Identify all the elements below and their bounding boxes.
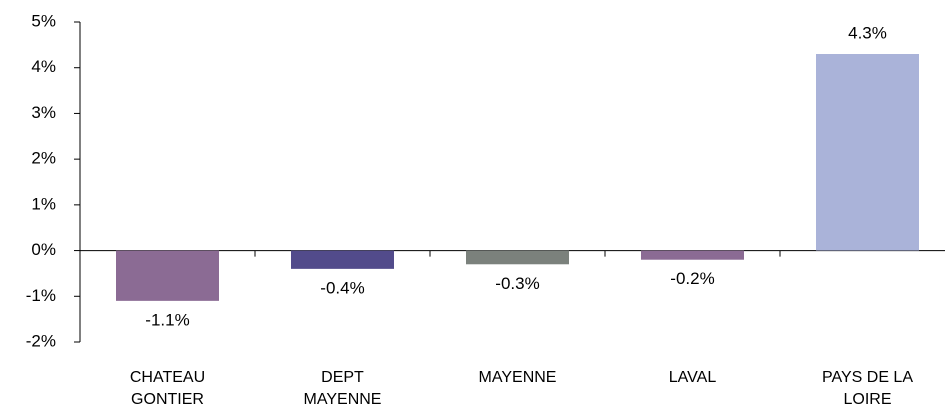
value-label: -1.1% xyxy=(145,310,189,329)
x-tick-label: CHATEAU GONTIER xyxy=(129,369,206,408)
bar xyxy=(116,250,219,301)
value-label: -0.3% xyxy=(495,274,539,293)
bar xyxy=(816,54,919,251)
y-tick-label: 4% xyxy=(31,57,56,76)
x-tick-label: MAYENNE xyxy=(478,369,557,386)
y-tick-label: -1% xyxy=(26,286,56,305)
x-tick-label: DEPT MAYENNE xyxy=(303,369,382,408)
y-tick-label: 1% xyxy=(31,194,56,213)
y-tick-label: 0% xyxy=(31,240,56,259)
x-tick-label: LAVAL xyxy=(668,369,717,386)
value-label: 4.3% xyxy=(848,23,887,42)
y-tick-label: 3% xyxy=(31,103,56,122)
x-tick-label: PAYS DE LA LOIRE xyxy=(822,369,913,408)
bar xyxy=(466,250,569,265)
bar xyxy=(291,250,394,269)
value-label: -0.4% xyxy=(320,278,364,297)
y-tick-label: 2% xyxy=(31,149,56,168)
y-tick-label: -2% xyxy=(26,331,56,350)
value-label: -0.2% xyxy=(670,269,714,288)
y-tick-label: 5% xyxy=(31,11,56,30)
bar xyxy=(641,250,744,260)
